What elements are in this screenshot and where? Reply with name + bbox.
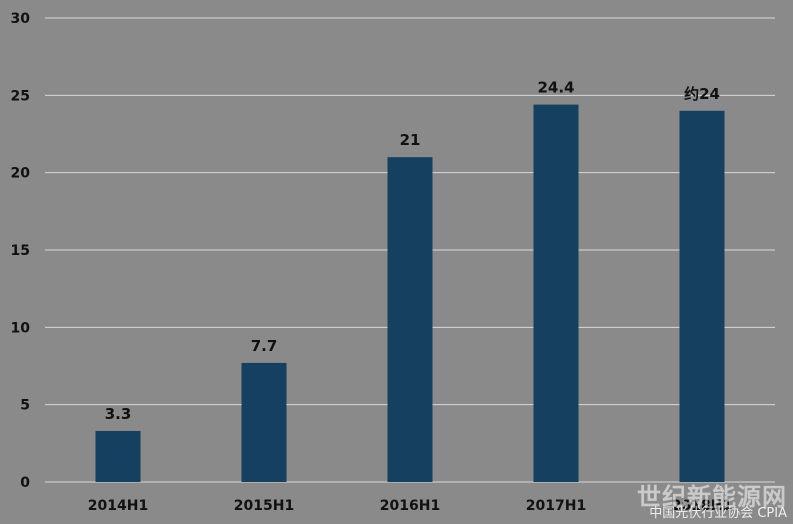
y-tick-label: 30 [11, 11, 31, 27]
bar-2014H1 [95, 430, 141, 482]
category-label-2018H1: 2018H1 [672, 498, 732, 514]
data-label-2017H1: 24.4 [537, 79, 574, 97]
data-label-2018H1: 约24 [684, 85, 720, 103]
y-tick-label: 25 [11, 88, 30, 104]
bar-2016H1 [387, 157, 433, 482]
category-label-2014H1: 2014H1 [88, 498, 148, 514]
data-label-2015H1: 7.7 [251, 337, 278, 355]
category-label-2017H1: 2017H1 [526, 498, 586, 514]
data-label-2016H1: 21 [400, 131, 421, 149]
bars [95, 104, 725, 483]
bar-2018H1 [679, 110, 725, 483]
data-labels: 3.3 7.7 21 24.4 约24 [105, 79, 720, 423]
bar-2015H1 [241, 362, 287, 482]
category-label-2016H1: 2016H1 [380, 498, 440, 514]
category-label-2015H1: 2015H1 [234, 498, 294, 514]
y-tick-label: 15 [11, 243, 30, 259]
x-axis-categories: 2014H1 2015H1 2016H1 2017H1 2018H1 [88, 498, 732, 514]
bar-2017H1 [533, 104, 579, 482]
y-tick-label: 5 [20, 398, 30, 414]
y-tick-label: 0 [20, 475, 30, 491]
y-tick-label: 20 [11, 166, 31, 182]
y-axis-ticks: 0 5 10 15 20 25 30 [11, 11, 31, 491]
data-label-2014H1: 3.3 [105, 405, 132, 423]
y-tick-label: 10 [11, 320, 31, 336]
